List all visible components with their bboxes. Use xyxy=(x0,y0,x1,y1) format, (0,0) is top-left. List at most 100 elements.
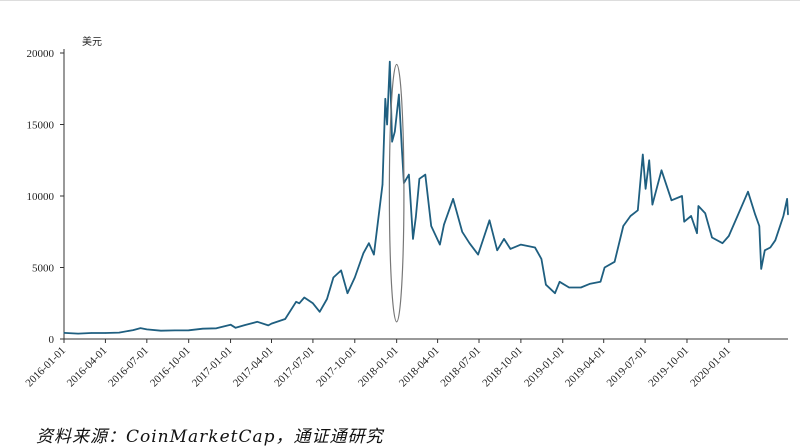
price-point xyxy=(326,298,328,300)
price-point xyxy=(408,174,410,176)
price-point xyxy=(488,219,491,221)
price-point xyxy=(394,131,396,133)
price-point xyxy=(298,302,300,304)
price-point xyxy=(651,204,654,206)
price-point xyxy=(690,215,692,217)
price-point xyxy=(728,235,730,237)
x-tick-label: 2020-01-01 xyxy=(688,345,733,390)
price-point xyxy=(90,332,92,334)
price-point xyxy=(754,214,756,216)
price-point xyxy=(188,329,190,331)
price-point xyxy=(398,93,400,96)
price-point xyxy=(787,214,789,216)
x-tick-label: 2018-01-01 xyxy=(356,345,401,390)
y-tick-label: 15000 xyxy=(27,120,55,132)
y-tick-label: 20000 xyxy=(27,48,55,60)
price-point xyxy=(424,174,426,176)
x-tick-label: 2019-01-01 xyxy=(522,345,567,390)
price-point xyxy=(769,246,771,249)
price-point xyxy=(683,221,685,223)
price-point xyxy=(645,188,647,190)
price-point xyxy=(637,209,639,211)
price-point xyxy=(614,261,616,263)
price-point xyxy=(104,332,106,334)
price-point xyxy=(629,215,632,217)
price-point xyxy=(412,238,414,240)
top-rule xyxy=(0,0,800,1)
price-point xyxy=(604,266,606,269)
y-tick-label: 0 xyxy=(49,334,55,346)
price-point xyxy=(540,258,543,260)
price-point xyxy=(384,98,386,100)
price-point xyxy=(63,332,65,334)
y-tick-label: 10000 xyxy=(27,191,55,203)
x-tick-label: 2019-10-01 xyxy=(646,345,691,390)
price-point xyxy=(340,269,342,271)
price-point xyxy=(622,225,624,227)
price-point xyxy=(354,276,356,279)
price-point xyxy=(256,321,258,323)
price-point xyxy=(758,225,760,227)
price-point xyxy=(235,327,237,329)
price-point xyxy=(786,198,788,200)
price-point xyxy=(389,61,391,63)
price-point xyxy=(319,311,321,313)
peak-highlight-ellipse xyxy=(388,63,405,323)
bitcoin-price-chart: 0 5000 10000 15000 20000 2016-01-012016-04-01… xyxy=(23,35,789,389)
price-point xyxy=(312,302,314,304)
price-point xyxy=(381,184,384,186)
price-point xyxy=(764,249,766,251)
price-point xyxy=(244,324,246,326)
x-tick-label: 2016-10-01 xyxy=(148,345,193,390)
price-point xyxy=(782,215,785,217)
price-point xyxy=(642,153,644,156)
chart-axes: 0 5000 10000 15000 20000 2016-01-012016-04-01… xyxy=(23,48,788,389)
price-point xyxy=(721,242,724,244)
price-point xyxy=(589,283,591,285)
source-note: 资料来源：CoinMarketCap，通证通研究 xyxy=(36,427,384,447)
price-point xyxy=(559,281,561,283)
price-point xyxy=(174,329,176,331)
x-tick-label: 2018-10-01 xyxy=(480,345,525,390)
price-point xyxy=(496,249,498,251)
price-point xyxy=(373,254,375,256)
price-point xyxy=(554,292,556,294)
price-point xyxy=(230,324,232,326)
x-tick-label: 2019-04-01 xyxy=(563,345,608,390)
price-point xyxy=(774,239,776,241)
x-tick-label: 2018-04-01 xyxy=(397,345,442,390)
price-point xyxy=(711,236,713,239)
price-point xyxy=(509,248,511,250)
price-point xyxy=(452,198,454,200)
x-tick-label: 2016-01-01 xyxy=(23,345,68,390)
price-point xyxy=(697,205,700,207)
x-tick-label: 2017-10-01 xyxy=(314,345,359,390)
x-tick-label: 2017-07-01 xyxy=(272,345,317,390)
price-point xyxy=(267,324,269,326)
x-tick-label: 2016-07-01 xyxy=(106,345,151,390)
x-tick-label: 2017-04-01 xyxy=(231,345,276,390)
price-point xyxy=(362,252,364,254)
price-series-line xyxy=(63,60,789,335)
price-point xyxy=(681,195,683,197)
price-point xyxy=(660,169,663,171)
price-point xyxy=(415,216,417,218)
plot-area xyxy=(63,60,789,335)
price-point xyxy=(418,178,420,180)
price-point xyxy=(443,224,445,226)
price-point xyxy=(303,296,305,299)
price-point xyxy=(430,225,432,227)
price-point xyxy=(599,281,602,283)
price-point xyxy=(520,244,522,246)
price-point xyxy=(747,191,749,193)
price-point xyxy=(132,329,134,331)
price-point xyxy=(146,328,148,330)
price-point xyxy=(368,242,370,244)
price-point xyxy=(580,286,582,289)
price-point xyxy=(215,327,217,329)
price-point xyxy=(346,292,349,294)
price-point xyxy=(568,286,570,289)
price-point xyxy=(401,145,403,147)
price-point xyxy=(77,333,79,335)
price-point xyxy=(736,215,739,217)
